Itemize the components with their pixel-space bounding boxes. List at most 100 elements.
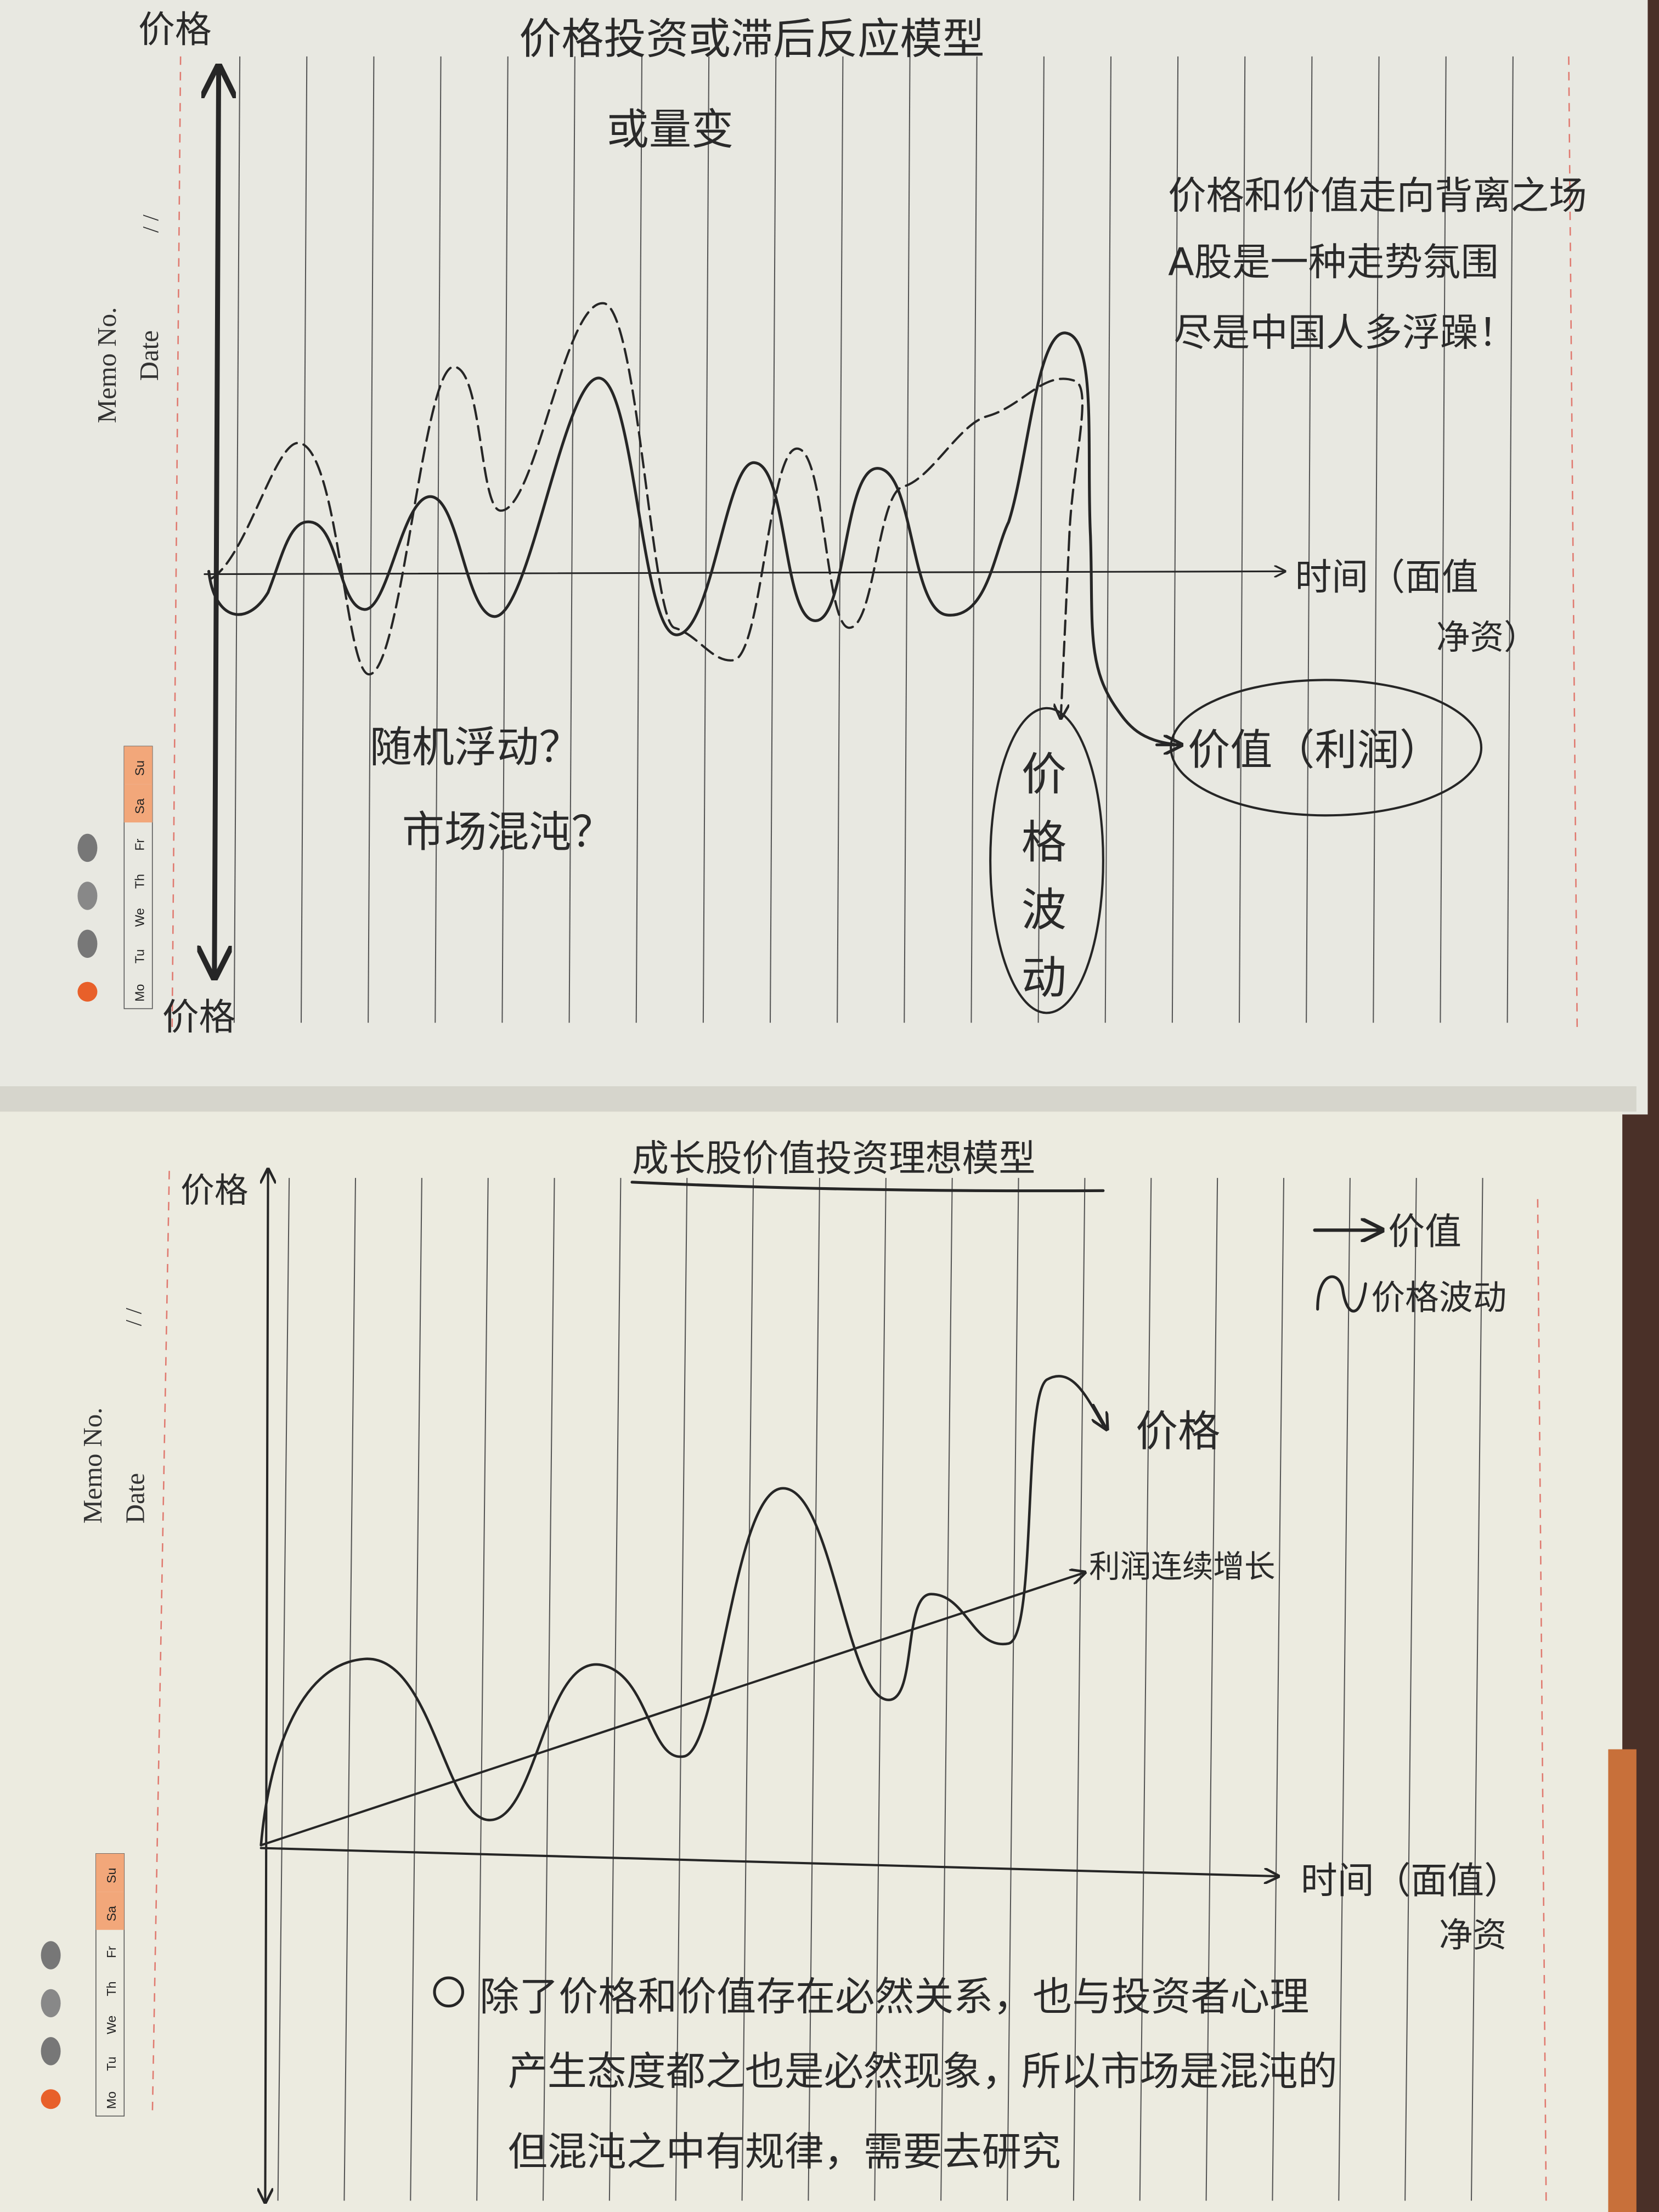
weekday-th: Th [104,1982,119,1996]
drop-arrow [1061,535,1071,716]
ruled-line [300,56,308,1023]
paragraph-line: 除了价格和价值存在必然关系，也与投资者心理 [479,1973,1309,2019]
bottom-diagram: 成长股价值投资理想模型 价格 时间（面值） 净资 利润连续增长 价格 价值 价格… [180,1137,1521,2200]
x-axis-label: 时间（面值 [1295,556,1479,599]
price-axis [265,1171,268,2200]
ruled-line [608,1178,622,2201]
date-label: Date [134,330,164,381]
ruled-line [435,56,442,1023]
note-line: A股是一种走势氛围 [1168,240,1499,284]
ruled-line [1338,1178,1351,2201]
ruled-line [904,56,911,1023]
date-label: Date [120,1473,150,1523]
ruled-line [874,1178,887,2201]
note-line: 价格和价值走向背离之场 [1168,174,1587,218]
paragraph-line: 产生态度都之也是必然现象，所以市场是混沌的 [508,2049,1338,2095]
price-fluctuation-char: 波 [1022,884,1066,936]
ruled-line [1440,56,1447,1023]
ruled-line [769,56,777,1023]
x-axis-label-2: 净资 [1439,1916,1506,1955]
price-axis [215,71,219,974]
weekday-tu: Tu [132,949,146,963]
ruled-line [1073,1178,1086,2201]
ruled-line [1373,56,1380,1023]
annotation-market-chaos: 市场混沌？ [402,808,614,857]
y-axis-label-bottom: 价格 [162,996,236,1039]
sun-icon [41,2089,61,2109]
x-axis-label: 时间（面值） [1301,1859,1521,1902]
top-diagram: 价格投资或滞后反应模型 或量变 价格 价格 时间（面值 净资） 随机浮动？ 市场… [138,8,1587,1039]
ruled-line [1171,56,1179,1023]
weekday-strip-top: Mo Tu We Th Fr Sa Su [77,746,153,1009]
cloud-storm-icon [77,833,98,862]
weekday-strip-bottom: Mo Tu We Th Fr Sa Su [41,1853,125,2117]
weekday-fr: Fr [104,1946,119,1958]
value-trend-line [259,1573,1084,1847]
ruled-line [476,1178,489,2201]
x-axis-label-2: 净资） [1436,618,1538,657]
ruled-line [410,1178,422,2201]
date-slashes: / / [138,215,163,233]
right-margin-line [1537,1199,1547,2201]
weekday-we: We [132,908,146,927]
value-ellipse [1170,679,1483,817]
profit-growth-label: 利润连续增长 [1089,1549,1275,1585]
cloud-storm-icon [41,1941,61,1970]
price-fluctuation-char: 格 [1022,816,1066,868]
cloud-sun-icon [77,929,98,958]
bottom-page [0,1103,1623,2212]
price-fluctuation-char: 动 [1022,952,1066,1004]
ruled-line [1104,56,1112,1023]
ruled-line [1139,1178,1152,2201]
value-curve [207,331,1180,747]
legend-value-label: 价值 [1388,1210,1462,1253]
weekday-we: We [104,2016,119,2034]
bottom-page-rules [277,1178,1483,2201]
ruled-line [1205,1178,1218,2201]
top-subtitle: 或量变 [607,105,733,154]
ruled-line [741,1178,754,2201]
memo-no-label: Memo No. [92,307,122,424]
note-line: 尽是中国人多浮躁！ [1173,311,1516,355]
cover-edge [1608,1749,1637,2212]
price-label: 价格 [1136,1407,1220,1457]
price-fluctuation-char: 价 [1022,749,1066,801]
ruled-line [1238,56,1246,1023]
ruled-line [368,56,375,1023]
weekday-mo: Mo [104,2091,119,2109]
ruled-line [1470,1178,1483,2201]
weekday-fr: Fr [132,838,146,850]
ruled-line [1404,1178,1417,2201]
top-page-rules [233,56,1514,1023]
left-margin-line [151,1171,170,2117]
weekday-su: Su [132,760,146,776]
ruled-line [940,1178,953,2201]
value-profit-label: 价值（利润） [1188,726,1442,775]
page-fold-shadow [0,1086,1637,1112]
ruled-line [675,1178,688,2201]
right-margin-line [1568,56,1578,1030]
weekday-sa: Sa [104,1906,119,1921]
ruled-line [1037,56,1045,1023]
ruled-line [1006,1178,1019,2201]
date-slashes: / / [121,1307,146,1326]
ruled-line [501,56,509,1023]
ruled-line [808,1178,821,2201]
ruled-line [702,56,710,1023]
paragraph-line: 但混沌之中有规律，需要去研究 [508,2129,1061,2175]
ruled-line [837,56,844,1023]
ruled-line [970,56,978,1023]
bullet-icon [433,1976,465,2008]
bottom-title: 成长股价值投资理想模型 [632,1137,1035,1180]
title-underline [630,1181,1105,1193]
ruled-line [343,1178,357,2201]
y-axis-label-top: 价格 [138,8,212,51]
cloud-rain-icon [77,882,98,910]
price-fluctuation-ellipse [989,707,1104,1014]
price-fluctuation-curve [210,302,1084,676]
weekday-th: Th [132,874,146,889]
cloud-rain-icon [41,1989,61,2018]
memo-header-bottom: Memo No. Date / / [77,1307,150,1523]
ruled-line [1272,1178,1285,2201]
top-page [0,0,1648,1115]
